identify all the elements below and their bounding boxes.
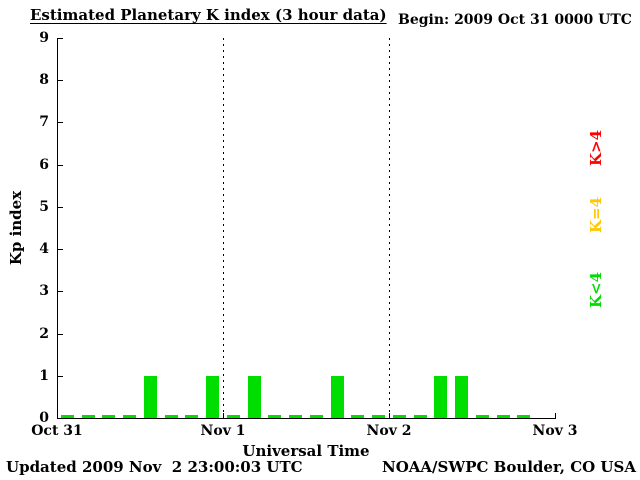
kp-bar <box>143 375 157 418</box>
x-tick-label: Nov 3 <box>532 423 578 439</box>
kp-bar <box>372 415 386 418</box>
day-boundary-dotted-line <box>223 38 224 418</box>
x-tick-label: Nov 1 <box>200 423 246 439</box>
y-tick-mark <box>58 376 63 377</box>
y-tick-mark <box>58 249 63 250</box>
x-axis-title: Universal Time <box>242 442 370 460</box>
begin-label: Begin: 2009 Oct 31 0000 UTC <box>398 12 632 28</box>
y-tick-mark <box>58 80 63 81</box>
y-tick-label: 9 <box>39 30 49 46</box>
kp-bar <box>413 415 427 418</box>
x-tick-mark <box>555 413 556 418</box>
kp-bar <box>517 415 531 418</box>
y-tick-label: 3 <box>39 283 49 300</box>
kp-bar <box>164 415 178 418</box>
y-tick-label: 2 <box>39 325 49 342</box>
y-tick-label: 1 <box>39 367 49 384</box>
kp-bar <box>289 415 303 418</box>
x-tick-mark <box>57 413 58 418</box>
source-credit: NOAA/SWPC Boulder, CO USA <box>381 458 636 476</box>
kp-bar <box>185 415 199 418</box>
y-tick-mark <box>58 122 63 123</box>
kp-bar <box>496 415 510 418</box>
updated-timestamp: Updated 2009 Nov 2 23:00:03 UTC <box>6 458 303 476</box>
kp-bar <box>226 415 240 418</box>
kp-bar <box>351 415 365 418</box>
kp-bar <box>81 415 95 418</box>
kp-bar <box>455 375 469 418</box>
y-tick-label: 0 <box>39 410 49 426</box>
y-tick-mark <box>58 38 63 39</box>
kp-bar <box>123 415 137 418</box>
y-tick-mark <box>58 207 63 208</box>
y-tick-label: 5 <box>39 198 49 215</box>
y-tick-label: 8 <box>39 72 49 89</box>
y-tick-mark <box>58 291 63 292</box>
y-tick-mark <box>58 165 63 166</box>
kp-bar <box>309 415 323 418</box>
y-tick-label: 7 <box>39 114 49 131</box>
y-tick-mark <box>58 334 63 335</box>
y-tick-mark <box>58 418 63 419</box>
kp-bar <box>475 415 489 418</box>
kp-bar <box>434 375 448 418</box>
x-tick-label: Oct 31 <box>31 423 83 439</box>
y-tick-label: 6 <box>39 156 49 173</box>
legend-k-gt-4: K>4 <box>587 129 605 167</box>
kp-bar <box>102 415 116 418</box>
y-tick-label: 4 <box>39 241 49 258</box>
chart-title: Estimated Planetary K index (3 hour data… <box>30 6 387 24</box>
day-boundary-dotted-line <box>389 38 390 418</box>
legend-k-lt-4: K<4 <box>587 271 605 309</box>
kp-bar <box>268 415 282 418</box>
x-tick-label: Nov 2 <box>366 423 412 439</box>
kp-bar <box>60 415 74 418</box>
plot-area <box>57 38 556 419</box>
kp-bar <box>206 375 220 418</box>
kp-bar <box>247 375 261 418</box>
kp-bar <box>330 375 344 418</box>
kp-bar <box>392 415 406 418</box>
legend-k-eq-4: K=4 <box>587 196 605 234</box>
